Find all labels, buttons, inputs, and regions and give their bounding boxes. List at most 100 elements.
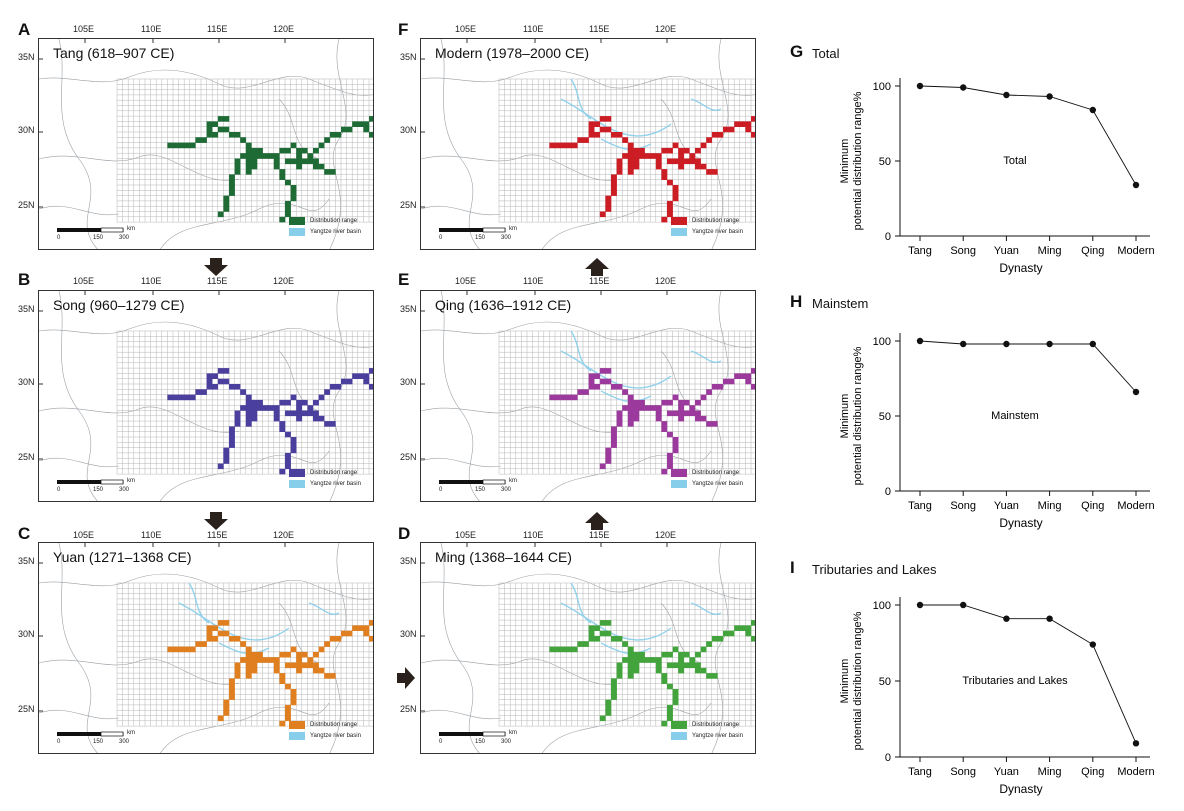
data-point [960,340,967,348]
chart-inner-label: Mainstem [991,410,1039,422]
scale-tick-label: 0 [57,487,61,493]
legend-label-yangtze: Yangtze river basin [310,732,361,739]
distribution-range-cells [167,620,373,727]
scale-tick-label: 150 [475,487,486,493]
map-panel-f: Modern (1978–2000 CE) Distribution range Y… [420,38,756,250]
latitude-label: 30N [400,377,417,387]
x-tick-label: Tang [908,245,932,257]
map-legend: Distribution range Yangtze river basin [289,719,361,741]
map-title: Modern (1978–2000 CE) [435,45,590,61]
legend-label-distribution: Distribution range [692,217,740,224]
y-tick-label: 100 [873,81,891,93]
legend-label-distribution: Distribution range [692,469,740,476]
legend-label-distribution: Distribution range [310,217,358,224]
data-point [1089,340,1097,348]
map-canvas [39,543,373,753]
legend-label-distribution: Distribution range [310,469,358,476]
legend-label-yangtze: Yangtze river basin [692,228,743,235]
series-line [920,604,1137,744]
legend-swatch-yangtze [671,479,687,488]
longitude-label: 105E [455,276,477,286]
legend-swatch-yangtze [289,731,305,740]
scale-tick-label: 0 [57,235,61,241]
data-point [1003,340,1010,348]
latitude-label: 30N [18,629,35,639]
latitude-label: 25N [400,452,417,462]
legend-swatch-distribution [671,720,687,729]
scale-unit: km [127,226,135,232]
y-tick-label: 0 [885,486,891,498]
data-point [1132,740,1140,747]
scale-bar: km 0 150 300 [57,226,147,247]
latitude-label: 25N [18,200,35,210]
latitude-label: 30N [18,377,35,387]
longitude-label: 110E [523,530,544,540]
scale-tick-label: 300 [501,487,512,493]
x-tick-label: Modern [1117,500,1154,512]
legend-swatch-distribution [289,216,305,225]
data-point [1003,615,1010,622]
x-tick-label: Modern [1117,245,1154,257]
map-legend: Distribution range Yangtze river basin [289,467,361,489]
survey-grid [116,78,373,223]
scale-tick-label: 150 [93,487,104,493]
chart-inner-label: Tributaries and Lakes [962,675,1068,687]
x-tick-label: Ming [1038,245,1062,257]
x-tick-label: Qing [1081,500,1104,512]
chart-inner-label: Total [1003,155,1026,167]
map-canvas [39,39,373,249]
map-legend: Distribution range Yangtze river basin [671,467,743,489]
map-panel-d: Ming (1368–1644 CE) Distribution range Yan… [420,542,756,754]
map-panel-c: Yuan (1271–1368 CE) Distribution range Yan… [38,542,374,754]
legend-row-distribution: Distribution range [671,719,743,730]
y-tick-label: 50 [879,411,891,423]
chart-letter-h: H [790,292,803,311]
legend-swatch-distribution [289,720,305,729]
scale-bar: km 0 150 300 [439,730,529,751]
scale-tick-label: 300 [119,739,130,745]
y-axis-label-line2: potential distribution range% [852,346,864,485]
scale-unit: km [127,478,135,484]
x-axis-label: Dynasty [999,516,1042,530]
scale-unit: km [127,730,135,736]
data-point [1089,106,1097,114]
longitude-label: 105E [455,24,477,34]
panel-letter-c: C [18,524,31,543]
x-tick-label: Qing [1081,245,1104,257]
data-point [916,601,924,609]
legend-swatch-yangtze [289,479,305,488]
longitude-label: 115E [589,276,610,286]
longitude-label: 120E [655,24,677,34]
legend-label-yangtze: Yangtze river basin [310,228,361,235]
x-tick-label: Tang [908,500,932,512]
distribution-range-cells [549,368,755,475]
legend-swatch-yangtze [671,227,687,236]
latitude-label: 30N [18,125,35,135]
map-panel-a: Tang (618–907 CE) Distribution range Yangt… [38,38,374,250]
longitude-label: 110E [141,24,162,34]
latitude-label: 35N [400,556,417,566]
map-legend: Distribution range Yangtze river basin [671,719,743,741]
distribution-range-cells [167,116,373,223]
data-point [1003,91,1010,99]
scale-unit: km [509,226,517,232]
x-tick-label: Ming [1038,766,1062,778]
legend-label-distribution: Distribution range [310,721,358,728]
scale-unit: km [509,478,517,484]
longitude-label: 110E [523,24,544,34]
chart-title: Total [812,46,840,61]
longitude-label: 115E [207,24,228,34]
y-tick-label: 50 [879,156,891,168]
x-tick-label: Qing [1081,766,1104,778]
map-canvas [421,39,755,249]
data-point [1046,340,1053,348]
legend-swatch-distribution [671,468,687,477]
map-canvas [421,291,755,501]
series-line [919,85,1137,186]
x-tick-label: Yuan [994,500,1019,512]
y-tick-label: 100 [873,336,891,348]
panel-letter-a: A [18,20,31,39]
legend-row-distribution: Distribution range [289,719,361,730]
legend-swatch-yangtze [671,731,687,740]
